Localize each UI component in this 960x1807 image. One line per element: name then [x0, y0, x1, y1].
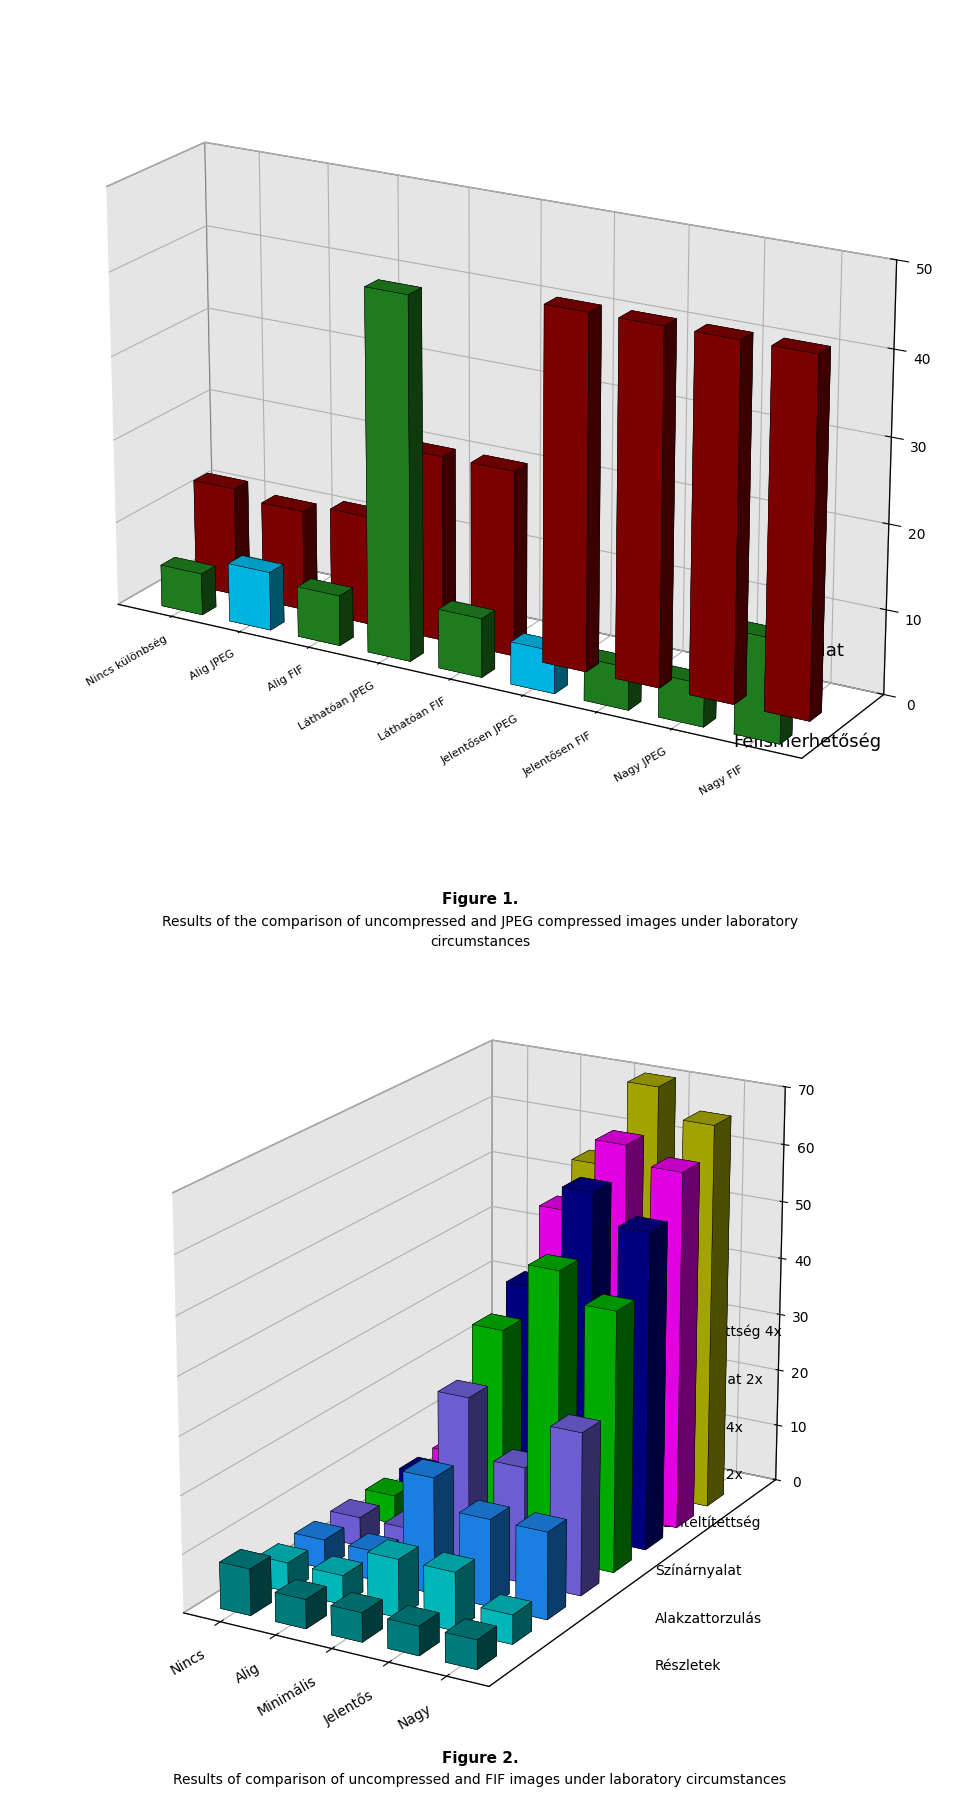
Text: Színárnyalat 2x: Színárnyalat 2x — [655, 1372, 763, 1386]
Text: Színteltítettség 4x: Színteltítettség 4x — [655, 1325, 781, 1339]
Text: Felismerhetőség: Felismerhetőség — [733, 732, 881, 750]
Text: Színárnyalat: Színárnyalat — [733, 641, 845, 660]
Text: circumstances: circumstances — [430, 934, 530, 949]
Text: Figure 1.: Figure 1. — [442, 891, 518, 907]
Text: Részletek 4x: Részletek 4x — [655, 1420, 743, 1433]
Text: Részletek: Részletek — [655, 1659, 722, 1671]
Text: Részletek 2x: Részletek 2x — [655, 1467, 743, 1482]
Text: Results of comparison of uncompressed and FIF images under laboratory circumstan: Results of comparison of uncompressed an… — [174, 1773, 786, 1787]
Text: Alakzattorzulás: Alakzattorzulás — [655, 1610, 762, 1624]
Text: Színteltítettség: Színteltítettség — [655, 1514, 760, 1529]
Text: Figure 2.: Figure 2. — [442, 1749, 518, 1765]
Text: Színárnyalat: Színárnyalat — [655, 1563, 741, 1578]
Text: Results of the comparison of uncompressed and JPEG compressed images under labor: Results of the comparison of uncompresse… — [162, 914, 798, 929]
